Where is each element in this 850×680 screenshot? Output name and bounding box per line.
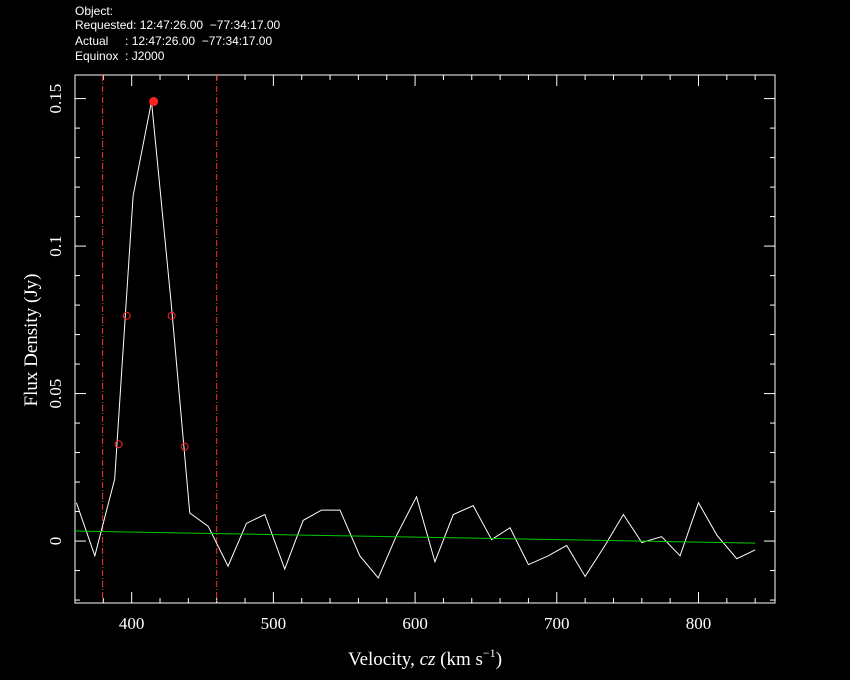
marker — [122, 311, 131, 320]
data-line — [74, 530, 756, 544]
data-line — [75, 101, 756, 579]
marker — [114, 440, 123, 449]
x-axis-label: Velocity, cz (km s−1) — [348, 646, 502, 670]
y-tick-label: 0 — [46, 537, 65, 546]
x-tick-label: 700 — [544, 614, 570, 633]
header-line: Equinox : J2000 — [75, 49, 165, 63]
plot-frame — [74, 74, 776, 604]
x-tick-label: 400 — [119, 614, 145, 633]
x-tick-label: 500 — [261, 614, 287, 633]
x-tick-label: 800 — [686, 614, 712, 633]
y-tick-label: 0.05 — [46, 379, 65, 409]
x-tick-label: 600 — [402, 614, 428, 633]
header-line: Object: — [75, 4, 113, 18]
header-line: Requested: 12:47:26.00 −77:34:17.00 — [75, 18, 280, 32]
marker — [167, 311, 176, 320]
marker — [180, 442, 189, 451]
peak-marker — [149, 97, 159, 107]
y-tick-label: 0.15 — [46, 84, 65, 114]
y-axis-label: Flux Density (Jy) — [21, 274, 42, 407]
y-tick-label: 0.1 — [46, 235, 65, 256]
header-line: Actual : 12:47:26.00 −77:34:17.00 — [75, 34, 272, 48]
